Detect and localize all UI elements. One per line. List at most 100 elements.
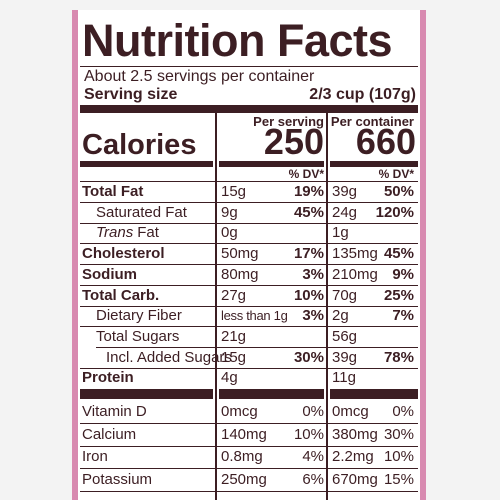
nutrient-label: Iron: [82, 448, 108, 465]
rule: [80, 368, 418, 369]
nutrient-label: Total Fat: [82, 183, 144, 200]
container-dv: 10%: [383, 448, 414, 465]
serving-amount: 15g: [221, 348, 247, 366]
container-amount: 210mg: [332, 265, 378, 283]
container-amount: 135mg: [332, 245, 378, 263]
serving-amount: 0g: [221, 224, 238, 242]
container-dv: 50%: [383, 183, 414, 200]
container-dv: 120%: [375, 203, 414, 221]
container-amount: 24g: [332, 203, 358, 221]
container-amount: 39g: [332, 183, 358, 200]
serving-amount: 50mg: [221, 245, 259, 263]
rule: [80, 223, 418, 224]
rule: [80, 491, 418, 492]
thick-rule: [80, 105, 418, 113]
rule: [80, 285, 418, 286]
rule: [80, 181, 418, 182]
container-dv: 30%: [383, 425, 414, 443]
serving-dv: 6%: [302, 470, 324, 488]
thick-rule: [80, 161, 213, 167]
serving-dv: 17%: [293, 245, 324, 263]
column-header: Per serving: [253, 114, 324, 129]
serving-amount: 80mg: [221, 265, 259, 283]
serving-size-label: Serving size: [84, 86, 178, 103]
thick-rule: [330, 161, 418, 167]
nutrient-label: Protein: [82, 369, 134, 387]
container-dv: 9%: [392, 265, 414, 283]
rule: [80, 66, 418, 67]
nutrient-label: Calcium: [82, 425, 137, 443]
serving-dv: 4%: [302, 448, 324, 465]
serving-amount: 140mg: [221, 425, 267, 443]
thick-rule: [80, 389, 213, 399]
container-amount: 2g: [332, 307, 349, 325]
pink-edge-left: [72, 10, 78, 500]
rule: [80, 264, 418, 265]
container-dv: 25%: [383, 286, 414, 304]
serving-amount: 4g: [221, 369, 238, 387]
nutrient-label-prefix: Trans: [96, 224, 134, 242]
nutrient-label: Fat: [137, 224, 159, 242]
rule: [80, 202, 418, 203]
nutrient-label: Total Carb.: [82, 286, 160, 304]
nutrient-label: Sodium: [82, 265, 137, 283]
container-amount: 11g: [332, 369, 356, 387]
thick-rule: [330, 389, 418, 399]
dv-header: % DV*: [288, 167, 324, 181]
container-amount: 39g: [332, 348, 358, 366]
rule: [80, 326, 418, 327]
container-amount: 2.2mg: [332, 448, 374, 465]
container-amount: 670mg: [332, 470, 378, 488]
thick-rule: [219, 161, 324, 167]
container-amount: 1g: [332, 224, 349, 242]
rule: [96, 347, 418, 348]
container-dv: 7%: [392, 307, 414, 325]
serving-dv: 19%: [293, 183, 324, 200]
rule: [80, 243, 418, 244]
serving-amount: 15g: [221, 183, 247, 200]
rule: [80, 306, 418, 307]
container-dv: 78%: [383, 348, 414, 366]
serving-dv: 45%: [293, 203, 324, 221]
container-dv: 0%: [392, 403, 414, 420]
serving-dv: 0%: [302, 403, 324, 420]
serving-dv: 10%: [293, 286, 324, 304]
serving-dv: 3%: [302, 307, 324, 325]
serving-amount: 27g: [221, 286, 247, 304]
container-amount: 70g: [332, 286, 358, 304]
nutrient-label: Incl. Added Sugars: [106, 348, 232, 366]
nutrient-label: Potassium: [82, 470, 153, 488]
calories-container: 660: [355, 121, 416, 162]
serving-dv: 30%: [293, 348, 324, 366]
pink-edge-right: [420, 10, 426, 500]
nutrient-label: Dietary Fiber: [96, 307, 182, 325]
nutrient-label: Vitamin D: [82, 403, 147, 420]
serving-amount: less than 1g: [221, 308, 288, 324]
serving-size: 2/3 cup (107g): [309, 86, 416, 103]
title: Nutrition Facts: [82, 15, 393, 66]
serving-amount: 0.8mg: [221, 448, 263, 465]
nutrient-label: Cholesterol: [82, 245, 165, 263]
serving-dv: 3%: [302, 265, 324, 283]
nutrient-label: Total Sugars: [96, 327, 180, 345]
container-amount: 380mg: [332, 425, 378, 443]
rule: [80, 446, 418, 447]
calories-serving: 250: [263, 121, 324, 162]
serving-amount: 0mcg: [221, 403, 258, 420]
label: Nutrition Facts About 2.5 servings per c…: [78, 10, 420, 500]
serving-dv: 10%: [293, 425, 324, 443]
rule: [80, 423, 418, 424]
nutrient-label: Saturated Fat: [96, 203, 187, 221]
container-dv: 45%: [383, 245, 414, 263]
servings: About 2.5 servings per container: [84, 68, 315, 85]
serving-amount: 21g: [221, 327, 247, 345]
column-header: Per container: [330, 114, 414, 129]
rule: [80, 468, 418, 469]
serving-amount: 250mg: [221, 470, 267, 488]
calories-label: Calories: [82, 129, 197, 161]
serving-amount: 9g: [221, 203, 238, 221]
dv-header: % DV*: [378, 167, 414, 181]
container-amount: 56g: [332, 327, 358, 345]
thick-rule: [219, 389, 324, 399]
